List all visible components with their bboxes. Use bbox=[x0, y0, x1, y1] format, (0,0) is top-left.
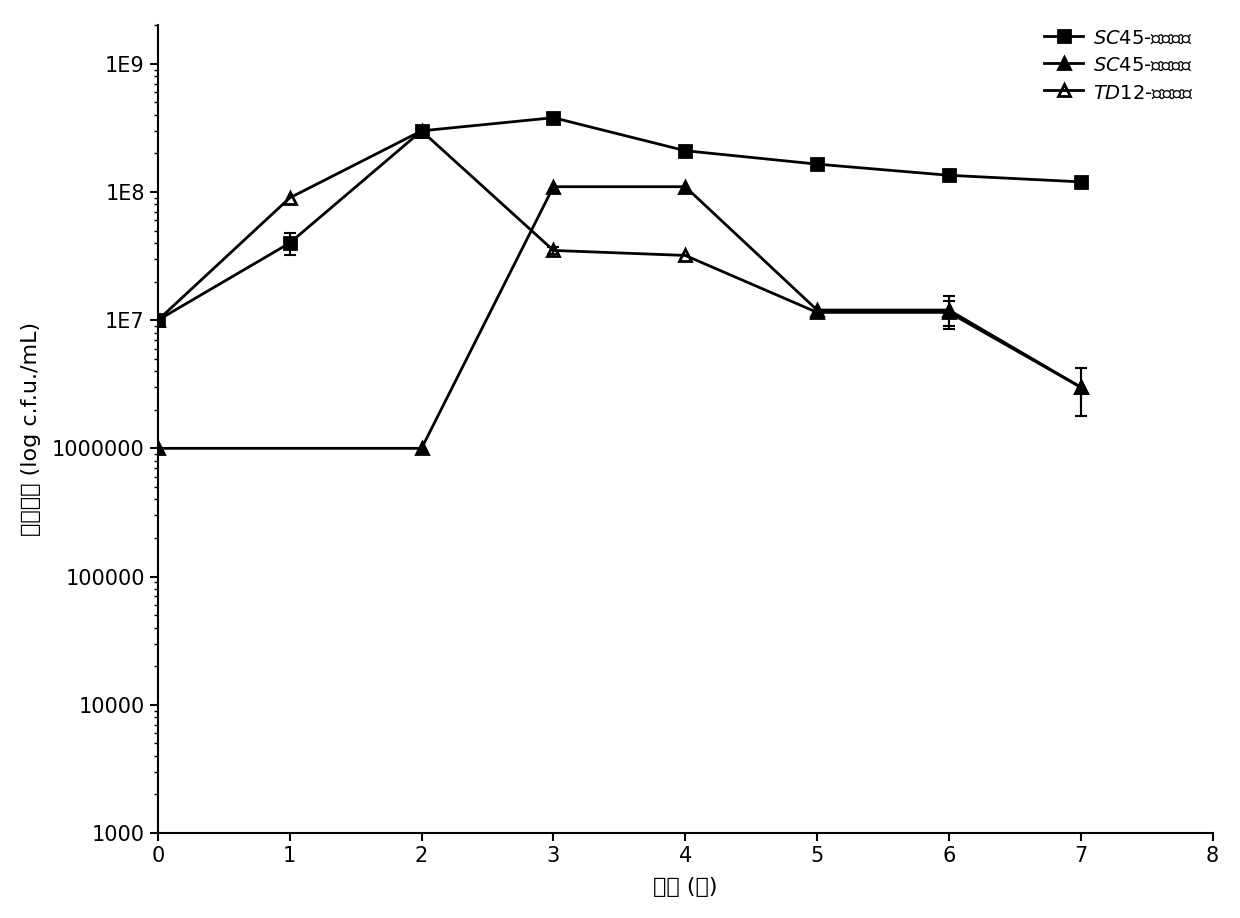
Y-axis label: 菌种数量 (log c.f.u./mL): 菌种数量 (log c.f.u./mL) bbox=[21, 322, 41, 536]
Legend: $\it{SC}$45-单独发酵, $\it{SC}$45-顺序发酵, $\it{TD}$12-顺序发酵: $\it{SC}$45-单独发酵, $\it{SC}$45-顺序发酵, $\it… bbox=[1034, 18, 1203, 112]
X-axis label: 时间 (天): 时间 (天) bbox=[653, 878, 718, 897]
